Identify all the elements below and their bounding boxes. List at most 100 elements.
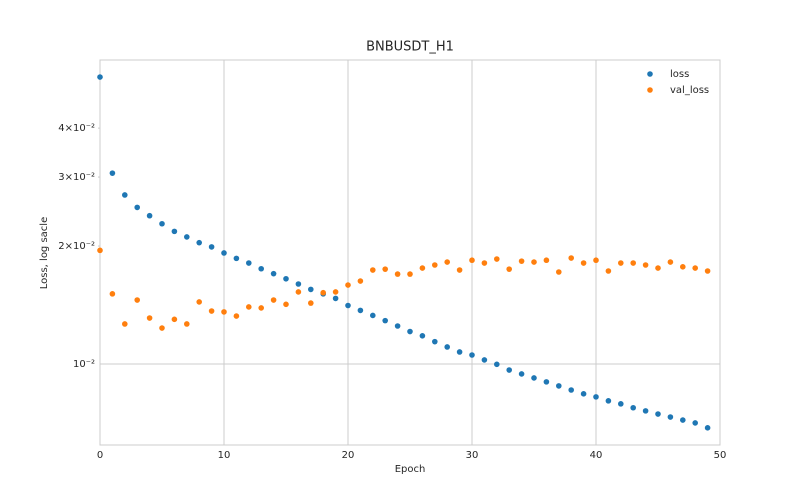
point xyxy=(159,220,165,227)
point xyxy=(196,239,202,246)
point xyxy=(692,265,698,271)
point xyxy=(246,260,252,266)
point xyxy=(332,289,339,295)
point xyxy=(531,375,537,381)
point xyxy=(345,302,351,309)
point xyxy=(469,257,475,264)
point xyxy=(270,297,277,303)
y-axis-label: Loss, log sacle xyxy=(39,217,50,289)
point xyxy=(258,265,265,272)
point xyxy=(184,234,190,240)
point xyxy=(680,417,686,423)
point xyxy=(394,271,401,277)
point xyxy=(469,352,475,358)
point xyxy=(456,267,463,273)
point xyxy=(618,260,624,266)
legend-marker xyxy=(647,71,653,77)
point xyxy=(97,247,103,254)
point xyxy=(593,257,599,264)
point xyxy=(171,228,178,235)
legend-marker xyxy=(647,87,653,93)
point xyxy=(370,312,376,319)
point xyxy=(308,286,314,293)
point xyxy=(444,259,451,265)
point xyxy=(184,321,190,327)
point xyxy=(258,305,265,311)
point xyxy=(419,265,426,271)
point xyxy=(295,281,302,287)
point xyxy=(146,212,153,219)
point xyxy=(407,271,413,277)
point xyxy=(506,266,512,272)
point xyxy=(655,411,661,417)
y-tick-label: 2×10⁻² xyxy=(58,241,95,252)
y-tick-label: 10⁻² xyxy=(73,359,95,370)
point xyxy=(109,170,116,176)
legend-label: val_loss xyxy=(670,85,709,96)
point xyxy=(456,349,463,355)
point xyxy=(630,260,636,266)
point xyxy=(97,74,103,80)
point xyxy=(518,258,525,264)
point xyxy=(642,408,649,414)
x-tick-label: 0 xyxy=(97,450,103,461)
point xyxy=(357,278,364,284)
x-tick-label: 10 xyxy=(218,450,231,461)
point xyxy=(568,255,574,261)
point xyxy=(109,291,116,297)
point xyxy=(370,267,376,273)
point xyxy=(704,268,711,274)
point xyxy=(246,304,252,310)
x-tick-label: 40 xyxy=(590,450,603,461)
point xyxy=(605,268,612,274)
y-tick-label: 3×10⁻² xyxy=(58,172,95,183)
point xyxy=(122,321,128,327)
point xyxy=(481,260,488,266)
point xyxy=(208,308,215,314)
x-tick-label: 30 xyxy=(466,450,479,461)
chart-title: BNBUSDT_H1 xyxy=(366,40,454,55)
point xyxy=(481,357,488,363)
point xyxy=(122,192,128,198)
point xyxy=(171,316,178,323)
legend-label: loss xyxy=(670,69,689,80)
point xyxy=(146,315,153,321)
point xyxy=(543,257,550,264)
point xyxy=(494,256,500,262)
y-tick-label: 4×10⁻² xyxy=(58,123,95,134)
point xyxy=(494,361,500,368)
point xyxy=(221,309,227,315)
point xyxy=(556,383,562,389)
point xyxy=(432,338,438,345)
point xyxy=(655,265,661,271)
point xyxy=(345,282,351,288)
point xyxy=(233,255,240,262)
point xyxy=(580,260,587,266)
point xyxy=(630,404,636,411)
point xyxy=(642,262,649,268)
point xyxy=(295,289,302,295)
x-tick-label: 50 xyxy=(714,450,727,461)
point xyxy=(308,300,314,306)
point xyxy=(407,328,413,335)
point xyxy=(419,332,426,339)
point xyxy=(680,264,686,270)
point xyxy=(159,325,165,331)
point xyxy=(444,344,451,350)
point xyxy=(394,323,401,329)
point xyxy=(543,379,550,385)
point xyxy=(667,414,674,420)
point xyxy=(704,425,711,431)
point xyxy=(233,313,240,319)
point xyxy=(531,259,537,265)
point xyxy=(593,394,599,400)
point xyxy=(382,317,389,324)
point xyxy=(556,269,562,275)
point xyxy=(605,398,612,404)
point xyxy=(580,391,587,397)
point xyxy=(320,289,327,296)
point xyxy=(618,401,624,407)
